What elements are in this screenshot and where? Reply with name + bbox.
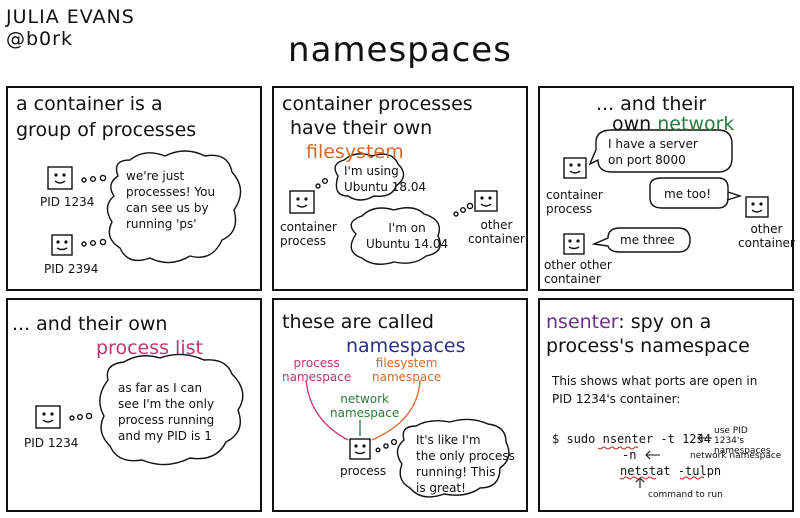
panel1-heading-line2: group of processes bbox=[16, 119, 197, 141]
panel1-bubble-text: we're just processes! You can see us by … bbox=[126, 168, 215, 232]
panel6-heading-line2: process's namespace bbox=[546, 335, 750, 357]
label-line: other other bbox=[544, 258, 612, 272]
heading-highlight: network bbox=[657, 113, 735, 135]
bubble-line: as far as I can bbox=[118, 381, 203, 395]
panel3-bubble1-text: I have a server on port 8000 bbox=[608, 136, 698, 168]
panel5-bubble-text: It's like I'm the only process running! … bbox=[416, 432, 515, 496]
bubble-line: process running bbox=[118, 413, 215, 427]
label-line: container bbox=[544, 272, 601, 286]
panel4-heading-highlight: process list bbox=[96, 337, 203, 359]
panel3-heading-line1: ... and their bbox=[596, 93, 707, 115]
panel4-heading-line1: ... and their own bbox=[12, 313, 168, 335]
panel3-bubble2-text: me too! bbox=[664, 187, 712, 201]
bubble-line: is great! bbox=[416, 481, 466, 495]
note-line: use PID bbox=[714, 426, 748, 436]
container-label: other container bbox=[738, 222, 795, 250]
bubble-line: I'm using bbox=[344, 164, 399, 178]
page-title: namespaces bbox=[288, 30, 512, 70]
bubble-line: the only process bbox=[416, 449, 515, 463]
note-use-pid: use PID 1234's namespaces bbox=[714, 426, 771, 456]
pid-label: PID 1234 bbox=[24, 436, 79, 450]
process-label: process bbox=[340, 464, 387, 478]
bubble-line: I have a server bbox=[608, 137, 698, 151]
label-line: process bbox=[546, 202, 593, 216]
bubble-line: can see us by bbox=[126, 201, 209, 215]
panel6-desc-line2: PID 1234's container: bbox=[552, 392, 681, 406]
command-nsenter: nsenter bbox=[602, 432, 654, 446]
command-prefix: $ sudo bbox=[552, 432, 596, 446]
note-line: namespaces bbox=[714, 446, 771, 456]
panel5-heading-line1: these are called bbox=[282, 311, 434, 333]
label-line: network bbox=[340, 392, 389, 406]
heading-highlight: nsenter bbox=[546, 311, 619, 333]
panel-nsenter bbox=[538, 298, 794, 512]
label-line: namespace bbox=[282, 370, 352, 384]
label-line: container bbox=[280, 220, 337, 234]
container-label: container process bbox=[280, 220, 337, 248]
command-netstat: netstat bbox=[620, 464, 671, 478]
panel6-heading-line1: nsenter: spy on a bbox=[546, 310, 711, 334]
bubble-line: It's like I'm bbox=[416, 433, 481, 447]
command-line1: $ sudo nsenter -t 1234 bbox=[552, 432, 711, 446]
command-flag-n: -n bbox=[622, 448, 637, 462]
panel3-bubble3-text: me three bbox=[620, 233, 675, 247]
note-network-namespace: network namespace bbox=[690, 451, 782, 461]
author-block: JULIA EVANS @b0rk bbox=[6, 6, 135, 50]
bubble-line: running! This bbox=[416, 465, 496, 479]
label-line: namespace bbox=[372, 370, 442, 384]
bubble-line: running 'ps' bbox=[126, 217, 197, 231]
author-handle: @b0rk bbox=[6, 28, 73, 50]
author-name: JULIA EVANS bbox=[6, 6, 135, 28]
command-flag-t: -t 1234 bbox=[660, 432, 711, 446]
command-flag-tulpn: -tulpn bbox=[677, 464, 722, 478]
panel6-desc-line1: This shows what ports are open in bbox=[552, 374, 758, 388]
panel2-heading-line2: have their own bbox=[290, 117, 433, 139]
panel4-bubble-text: as far as I can see I'm the only process… bbox=[118, 380, 214, 444]
bubble-line: we're just bbox=[126, 169, 185, 183]
heading-word: own bbox=[612, 113, 652, 135]
bubble-line: I'm on bbox=[388, 221, 426, 235]
container-label: other other container bbox=[544, 258, 612, 286]
network-namespace-label: network namespace bbox=[330, 392, 399, 420]
container-label: container process bbox=[546, 188, 603, 216]
pid-label: PID 2394 bbox=[44, 262, 99, 276]
panel2-heading-highlight: filesystem bbox=[306, 141, 404, 163]
bubble-line: and my PID is 1 bbox=[118, 429, 212, 443]
label-line: filesystem bbox=[375, 356, 438, 370]
command-line3: netstat -tulpn bbox=[620, 464, 721, 478]
note-line: 1234's bbox=[714, 436, 745, 446]
label-line: container bbox=[546, 188, 603, 202]
bubble-line: Ubuntu 14.04 bbox=[366, 237, 449, 251]
panel2-bubble1-text: I'm using Ubuntu 18.04 bbox=[344, 163, 426, 195]
container-label: other container bbox=[468, 218, 525, 246]
bubble-line: on port 8000 bbox=[608, 153, 686, 167]
label-line: container bbox=[468, 232, 525, 246]
heading-rest: : spy on a bbox=[618, 311, 712, 333]
note-command-to-run: command to run bbox=[648, 490, 723, 500]
label-line: other bbox=[750, 222, 783, 236]
label-line: process bbox=[293, 356, 340, 370]
label-line: container bbox=[738, 236, 795, 250]
panel2-bubble2-text: I'm on Ubuntu 14.04 bbox=[366, 220, 448, 252]
panel1-heading-line1: a container is a bbox=[16, 93, 163, 115]
bubble-line: see I'm the only bbox=[118, 397, 215, 411]
bubble-line: Ubuntu 18.04 bbox=[344, 180, 427, 194]
process-namespace-label: process namespace bbox=[282, 356, 351, 384]
filesystem-namespace-label: filesystem namespace bbox=[372, 356, 441, 384]
label-line: namespace bbox=[330, 406, 400, 420]
label-line: process bbox=[280, 234, 327, 248]
pid-label: PID 1234 bbox=[40, 195, 95, 209]
panel3-heading-line2: own network bbox=[612, 112, 734, 136]
panel5-heading-highlight: namespaces bbox=[346, 335, 466, 357]
panel2-heading-line1: container processes bbox=[282, 93, 473, 115]
bubble-line: processes! You bbox=[126, 185, 216, 199]
label-line: other bbox=[480, 218, 513, 232]
